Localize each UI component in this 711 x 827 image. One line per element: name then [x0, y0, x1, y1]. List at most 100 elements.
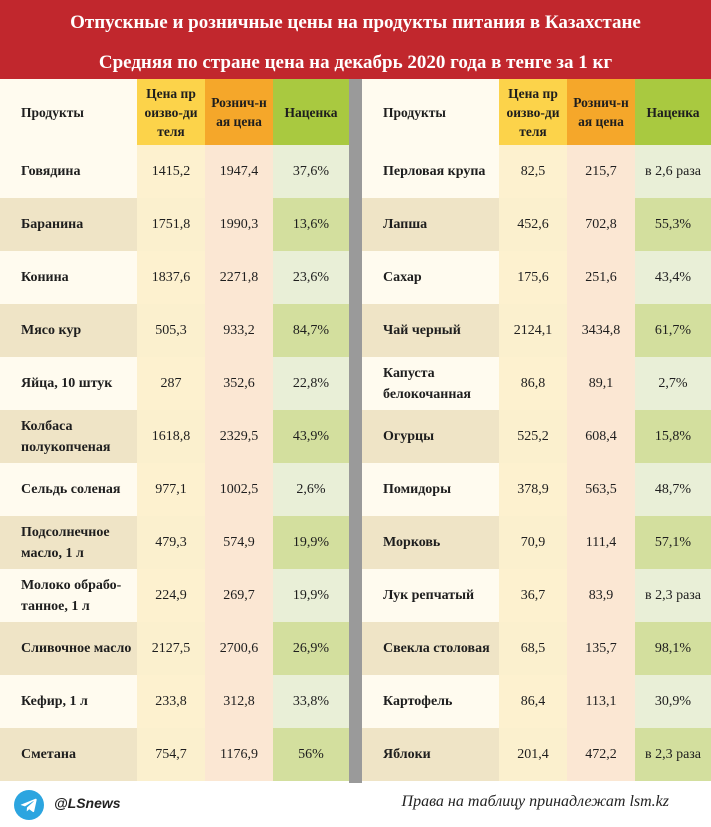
markup-cell: 56%	[273, 728, 349, 781]
producer-price-cell: 378,9	[499, 463, 567, 516]
markup-cell: 19,9%	[273, 569, 349, 622]
product-name-cell: Лук репчатый	[362, 569, 499, 622]
retail-price-cell: 472,2	[567, 728, 635, 781]
table-row: Сельдь соленая 977,1 1002,5 2,6%	[0, 463, 349, 516]
retail-price-cell: 1990,3	[205, 198, 273, 251]
table-row: Мясо кур 505,3 933,2 84,7%	[0, 304, 349, 357]
retail-price-cell: 3434,8	[567, 304, 635, 357]
price-table: Продукты Цена произво-дителя Рознич-ная …	[362, 79, 711, 781]
producer-price-cell: 452,6	[499, 198, 567, 251]
markup-cell: 55,3%	[635, 198, 711, 251]
source-credit: Права на таблицу принадлежат lsm.kz	[401, 793, 669, 810]
page-title: Отпускные и розничные цены на продукты п…	[70, 12, 641, 33]
header-producer-price: Цена произво-дителя	[137, 79, 205, 145]
retail-price-cell: 933,2	[205, 304, 273, 357]
producer-price-cell: 505,3	[137, 304, 205, 357]
column-divider	[349, 79, 362, 783]
retail-price-cell: 215,7	[567, 145, 635, 198]
table-row: Морковь 70,9 111,4 57,1%	[362, 516, 711, 569]
retail-price-cell: 1176,9	[205, 728, 273, 781]
markup-cell: 2,6%	[273, 463, 349, 516]
product-name-cell: Сельдь соленая	[0, 463, 137, 516]
producer-price-cell: 287	[137, 357, 205, 410]
product-name-cell: Перловая крупа	[362, 145, 499, 198]
retail-price-cell: 2700,6	[205, 622, 273, 675]
markup-cell: в 2,3 раза	[635, 569, 711, 622]
header-retail-price: Рознич-ная цена	[567, 79, 635, 145]
markup-cell: 15,8%	[635, 410, 711, 463]
table-row: Лук репчатый 36,7 83,9 в 2,3 раза	[362, 569, 711, 622]
table-row: Яблоки 201,4 472,2 в 2,3 раза	[362, 728, 711, 781]
header-markup: Наценка	[273, 79, 349, 145]
page-subtitle: Средняя по стране цена на декабрь 2020 г…	[98, 52, 613, 73]
producer-price-cell: 86,4	[499, 675, 567, 728]
product-name-cell: Морковь	[362, 516, 499, 569]
table-row: Подсолнечное масло, 1 л 479,3 574,9 19,9%	[0, 516, 349, 569]
table-row: Огурцы 525,2 608,4 15,8%	[362, 410, 711, 463]
header-product: Продукты	[0, 79, 137, 145]
markup-cell: 22,8%	[273, 357, 349, 410]
markup-cell: 33,8%	[273, 675, 349, 728]
producer-price-cell: 233,8	[137, 675, 205, 728]
markup-cell: 13,6%	[273, 198, 349, 251]
table-header-row: Продукты Цена произво-дителя Рознич-ная …	[362, 79, 711, 145]
producer-price-cell: 479,3	[137, 516, 205, 569]
header-product: Продукты	[362, 79, 499, 145]
table-row: Баранина 1751,8 1990,3 13,6%	[0, 198, 349, 251]
product-name-cell: Баранина	[0, 198, 137, 251]
retail-price-cell: 83,9	[567, 569, 635, 622]
retail-price-cell: 563,5	[567, 463, 635, 516]
producer-price-cell: 36,7	[499, 569, 567, 622]
right-price-table: Продукты Цена произво-дителя Рознич-ная …	[362, 79, 711, 783]
telegram-icon[interactable]	[14, 790, 44, 820]
markup-cell: в 2,3 раза	[635, 728, 711, 781]
retail-price-cell: 608,4	[567, 410, 635, 463]
table-header-row: Продукты Цена произво-дителя Рознич-ная …	[0, 79, 349, 145]
table-row: Конина 1837,6 2271,8 23,6%	[0, 251, 349, 304]
table-row: Лапша 452,6 702,8 55,3%	[362, 198, 711, 251]
retail-price-cell: 702,8	[567, 198, 635, 251]
product-name-cell: Огурцы	[362, 410, 499, 463]
table-row: Сливочное масло 2127,5 2700,6 26,9%	[0, 622, 349, 675]
product-name-cell: Конина	[0, 251, 137, 304]
table-row: Молоко обрабо-танное, 1 л 224,9 269,7 19,9%	[0, 569, 349, 622]
product-name-cell: Чай черный	[362, 304, 499, 357]
product-name-cell: Мясо кур	[0, 304, 137, 357]
product-name-cell: Свекла столовая	[362, 622, 499, 675]
retail-price-cell: 574,9	[205, 516, 273, 569]
producer-price-cell: 201,4	[499, 728, 567, 781]
table-row: Колбаса полукопченая 1618,8 2329,5 43,9%	[0, 410, 349, 463]
product-name-cell: Говядина	[0, 145, 137, 198]
producer-price-cell: 977,1	[137, 463, 205, 516]
markup-cell: 84,7%	[273, 304, 349, 357]
producer-price-cell: 1415,2	[137, 145, 205, 198]
retail-price-cell: 135,7	[567, 622, 635, 675]
product-name-cell: Подсолнечное масло, 1 л	[0, 516, 137, 569]
product-name-cell: Яблоки	[362, 728, 499, 781]
product-name-cell: Картофель	[362, 675, 499, 728]
header-markup: Наценка	[635, 79, 711, 145]
producer-price-cell: 525,2	[499, 410, 567, 463]
retail-price-cell: 111,4	[567, 516, 635, 569]
retail-price-cell: 251,6	[567, 251, 635, 304]
producer-price-cell: 175,6	[499, 251, 567, 304]
table-row: Свекла столовая 68,5 135,7 98,1%	[362, 622, 711, 675]
producer-price-cell: 224,9	[137, 569, 205, 622]
retail-price-cell: 312,8	[205, 675, 273, 728]
product-name-cell: Капуста белокочанная	[362, 357, 499, 410]
producer-price-cell: 86,8	[499, 357, 567, 410]
table-row: Помидоры 378,9 563,5 48,7%	[362, 463, 711, 516]
markup-cell: в 2,6 раза	[635, 145, 711, 198]
product-name-cell: Помидоры	[362, 463, 499, 516]
markup-cell: 30,9%	[635, 675, 711, 728]
markup-cell: 19,9%	[273, 516, 349, 569]
product-name-cell: Сливочное масло	[0, 622, 137, 675]
retail-price-cell: 1947,4	[205, 145, 273, 198]
table-row: Чай черный 2124,1 3434,8 61,7%	[362, 304, 711, 357]
table-row: Говядина 1415,2 1947,4 37,6%	[0, 145, 349, 198]
markup-cell: 2,7%	[635, 357, 711, 410]
retail-price-cell: 269,7	[205, 569, 273, 622]
markup-cell: 23,6%	[273, 251, 349, 304]
markup-cell: 43,9%	[273, 410, 349, 463]
channel-handle[interactable]: @LSnews	[54, 795, 121, 811]
